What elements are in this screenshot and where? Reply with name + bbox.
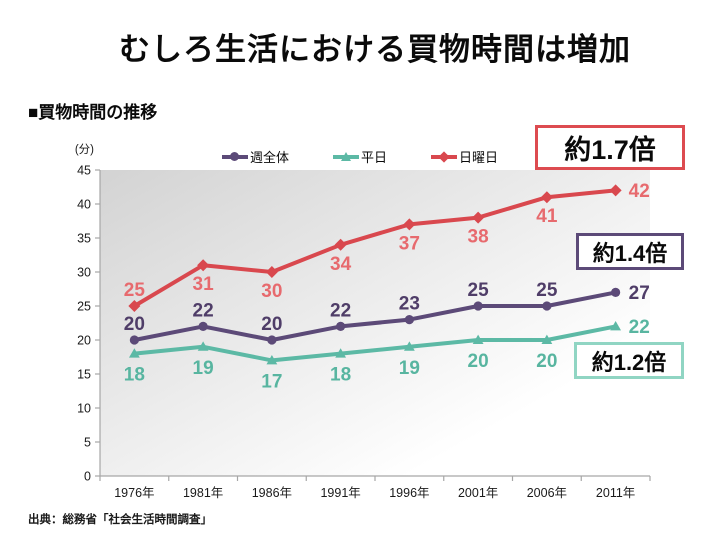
data-label-sunday: 42 <box>629 181 650 202</box>
data-label-week-total: 25 <box>536 280 558 301</box>
marker-weekday <box>541 334 553 344</box>
marker-weekday <box>197 341 209 351</box>
y-tick-label: 20 <box>77 334 91 348</box>
marker-sunday <box>265 266 278 278</box>
data-label-weekday: 19 <box>399 358 420 379</box>
source-note: 出典：総務省「社会生活時間調査」 <box>28 514 212 526</box>
marker-week-total <box>473 301 483 311</box>
data-label-weekday: 18 <box>330 365 351 386</box>
marker-week-total <box>336 321 346 331</box>
line-triangle-marker-icon <box>332 150 359 164</box>
legend-item-weekday: 平日 <box>332 147 387 166</box>
y-tick-label: 0 <box>84 470 91 484</box>
legend-label: 週全体 <box>249 150 289 165</box>
data-label-weekday: 20 <box>468 351 489 372</box>
legend-item-sunday: 日曜日 <box>431 147 498 166</box>
y-axis-unit-label: (分) <box>75 143 94 156</box>
annotation-1-4x: 約1.4倍 <box>576 233 684 270</box>
marker-sunday <box>197 259 210 272</box>
legend-label: 平日 <box>360 150 387 165</box>
marker-weekday <box>472 334 484 344</box>
legend-item-week-total: 週全体 <box>221 147 289 166</box>
series-line-weekday <box>132 324 618 363</box>
marker-sunday <box>609 184 622 197</box>
page-title: むしろ生活における買物時間は増加 <box>119 32 631 67</box>
series-line-week-total <box>132 290 618 342</box>
y-tick-label: 25 <box>77 300 91 314</box>
marker-sunday <box>540 191 553 204</box>
data-label-sunday: 37 <box>399 233 420 254</box>
marker-sunday <box>334 238 347 251</box>
marker-week-total <box>404 315 414 325</box>
line-circle-marker-icon <box>221 150 248 164</box>
data-label-week-total: 22 <box>193 300 214 321</box>
data-label-sunday: 31 <box>193 274 215 295</box>
marker-week-total <box>542 301 552 311</box>
data-label-week-total: 20 <box>261 314 282 335</box>
annotation-1-2x: 約1.2倍 <box>574 342 684 379</box>
x-axis-label: 1991年 <box>320 486 360 500</box>
y-tick-label: 10 <box>77 402 91 416</box>
data-label-weekday: 22 <box>629 317 650 338</box>
y-tick-label: 30 <box>77 266 91 280</box>
marker-week-total <box>611 287 621 297</box>
y-tick-label: 35 <box>77 232 91 246</box>
data-label-week-total: 22 <box>330 300 351 321</box>
data-label-sunday: 41 <box>536 206 558 227</box>
annotation-text: 約1.7倍 <box>564 135 656 165</box>
y-tick-label: 5 <box>84 436 91 450</box>
marker-week-total <box>267 335 277 345</box>
x-axis-label: 1996年 <box>389 486 429 500</box>
data-label-weekday: 18 <box>124 365 145 386</box>
annotation-text: 約1.4倍 <box>592 240 668 266</box>
y-tick-label: 40 <box>77 198 91 212</box>
data-label-week-total: 20 <box>124 314 145 335</box>
marker-weekday <box>128 348 140 358</box>
marker-weekday <box>610 321 622 331</box>
marker-week-total <box>198 321 208 331</box>
x-axis-label: 2006年 <box>527 486 567 500</box>
y-tick-label: 15 <box>77 368 91 382</box>
marker-sunday <box>128 300 141 312</box>
marker-weekday <box>266 355 278 365</box>
data-label-weekday: 20 <box>536 351 557 372</box>
data-label-week-total: 27 <box>629 283 650 304</box>
x-axis-label: 1981年 <box>183 486 223 500</box>
data-label-sunday: 30 <box>261 281 282 302</box>
data-label-sunday: 38 <box>468 227 489 248</box>
annotation-1-7x: 約1.7倍 <box>535 125 685 170</box>
data-label-sunday: 25 <box>124 280 146 301</box>
marker-sunday <box>403 218 416 231</box>
x-axis-label: 1986年 <box>252 486 292 500</box>
series-line-sunday <box>132 188 618 308</box>
data-label-weekday: 17 <box>261 371 282 392</box>
marker-weekday <box>335 348 347 358</box>
x-axis-label: 2011年 <box>596 486 635 500</box>
x-axis-label: 1976年 <box>114 486 154 500</box>
data-label-week-total: 25 <box>468 280 490 301</box>
data-label-weekday: 19 <box>193 358 214 379</box>
legend-label: 日曜日 <box>459 150 499 165</box>
data-label-week-total: 23 <box>399 294 420 315</box>
chart-legend: 週全体 平日 日曜日 <box>0 147 720 166</box>
y-tick-label: 45 <box>77 164 91 178</box>
chart-section-header: ■買物時間の推移 <box>28 103 158 122</box>
annotation-text: 約1.2倍 <box>591 349 667 375</box>
line-diamond-marker-icon <box>431 150 457 164</box>
marker-weekday <box>403 341 415 351</box>
x-axis-label: 2001年 <box>458 486 498 500</box>
marker-sunday <box>472 211 485 224</box>
marker-week-total <box>129 335 139 345</box>
data-label-sunday: 34 <box>330 254 352 275</box>
